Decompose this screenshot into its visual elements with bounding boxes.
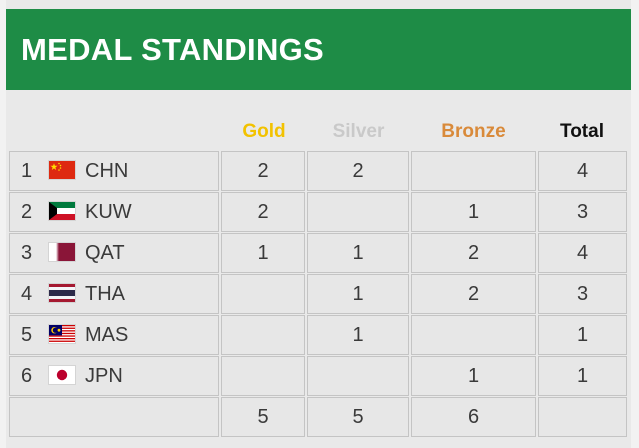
total-cell: 4: [538, 233, 627, 273]
bronze-cell: 1: [411, 192, 536, 232]
gold-total-cell: 5: [221, 397, 305, 437]
column-header-total: Total: [560, 121, 604, 142]
total-cell: 1: [538, 315, 627, 355]
bronze-cell: 2: [411, 274, 536, 314]
team-code: KUW: [85, 201, 132, 223]
rank-cell: 2: [21, 201, 33, 223]
team-code: JPN: [85, 365, 123, 387]
thailand-flag-icon: [49, 284, 75, 302]
china-flag-icon: [49, 161, 75, 179]
gold-cell: [221, 356, 305, 396]
totals-row-label: [9, 397, 219, 437]
team-code: THA: [85, 283, 125, 305]
team-code: CHN: [85, 160, 129, 182]
column-header-bronze: Bronze: [441, 121, 506, 142]
header-bar: MEDAL STANDINGS: [6, 9, 631, 90]
table-row-team: 6 JPN: [9, 356, 219, 396]
silver-total-cell: 5: [307, 397, 409, 437]
bronze-total-cell: 6: [411, 397, 536, 437]
qatar-flag-icon: [49, 243, 75, 261]
gold-cell: 1: [221, 233, 305, 273]
rank-cell: 3: [21, 242, 33, 264]
column-header-silver: Silver: [332, 121, 385, 142]
gold-cell: 2: [221, 151, 305, 191]
gold-cell: [221, 315, 305, 355]
bronze-cell: [411, 315, 536, 355]
page-title: MEDAL STANDINGS: [21, 32, 325, 67]
gold-cell: [221, 274, 305, 314]
bronze-cell: 2: [411, 233, 536, 273]
column-header-gold: Gold: [242, 121, 286, 142]
silver-cell: [307, 356, 409, 396]
team-code: MAS: [85, 324, 129, 346]
table-row-team: 3 QAT: [9, 233, 219, 273]
rank-cell: 6: [21, 365, 33, 387]
malaysia-flag-icon: [49, 325, 75, 343]
table-row-team: 5 MAS: [9, 315, 219, 355]
table-row-team: 4 THA: [9, 274, 219, 314]
rank-cell: 1: [21, 160, 33, 182]
total-cell: 1: [538, 356, 627, 396]
rank-cell: 4: [21, 283, 33, 305]
total-cell: 4: [538, 151, 627, 191]
silver-cell: 1: [307, 315, 409, 355]
gold-cell: 2: [221, 192, 305, 232]
bronze-cell: 1: [411, 356, 536, 396]
table-row-team: 1 CHN: [9, 151, 219, 191]
rank-cell: 5: [21, 324, 33, 346]
bronze-cell: [411, 151, 536, 191]
total-cell: 3: [538, 274, 627, 314]
japan-flag-icon: [49, 366, 75, 384]
kuwait-flag-icon: [49, 202, 75, 220]
silver-cell: 2: [307, 151, 409, 191]
total-cell: 3: [538, 192, 627, 232]
silver-cell: 1: [307, 274, 409, 314]
silver-cell: 1: [307, 233, 409, 273]
team-code: QAT: [85, 242, 125, 264]
silver-cell: [307, 192, 409, 232]
table-row-team: 2 KUW: [9, 192, 219, 232]
grand-total-cell: [538, 397, 627, 437]
